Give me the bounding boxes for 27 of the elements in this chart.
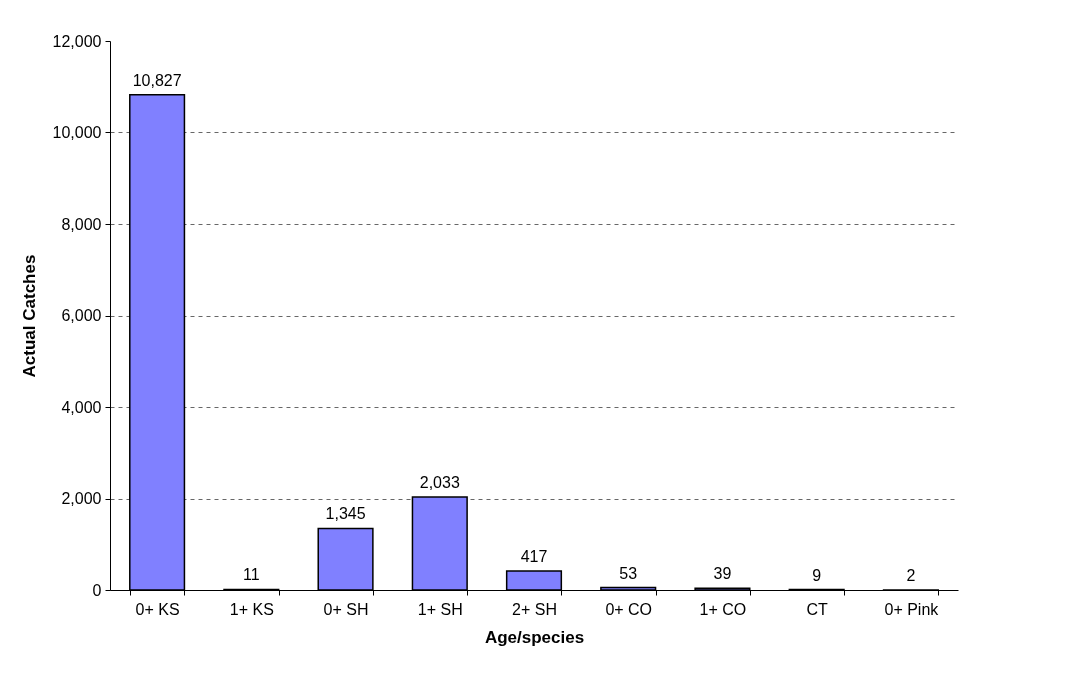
x-tick-label: 1+ KS [229,600,274,618]
y-tick-label: 12,000 [52,32,102,50]
data-label: 11 [243,566,260,584]
y-tick-label: 0 [92,581,102,599]
x-tick-label: 0+ Pink [884,600,940,618]
x-tick-label: 2+ SH [512,600,557,618]
x-tick-label: 1+ SH [417,600,463,618]
y-tick-label: 2,000 [61,490,102,507]
data-label: 2,033 [419,473,460,491]
x-tick-label: 0+ CO [605,600,653,618]
x-tick-label: 1+ CO [699,600,747,618]
data-label: 1,345 [325,505,366,523]
x-tick-label: 0+ KS [135,600,180,618]
data-label: 10,827 [132,71,182,89]
data-label: 417 [520,547,548,565]
y-tick-label: 8,000 [61,215,102,233]
y-tick-label: 4,000 [61,398,102,416]
y-tick-label: 10,000 [52,124,102,141]
data-label: 39 [713,565,732,583]
x-axis-title: Age/species [484,627,585,647]
x-tick-label: 0+ SH [323,600,369,618]
y-axis-title: Actual Catches [19,254,39,378]
data-label: 53 [619,564,638,582]
data-label: 9 [812,566,822,584]
data-label: 2 [906,566,916,584]
y-tick-label: 6,000 [61,307,102,324]
x-tick-label: CT [806,600,829,618]
